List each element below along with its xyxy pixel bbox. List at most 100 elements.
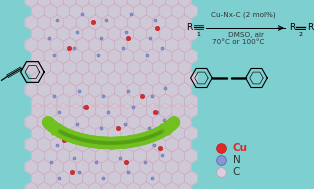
Text: N: N [233, 155, 241, 165]
Polygon shape [127, 160, 140, 174]
Polygon shape [134, 126, 146, 141]
Polygon shape [115, 60, 127, 75]
Text: DMSO, air: DMSO, air [228, 32, 264, 38]
Polygon shape [51, 137, 63, 152]
Polygon shape [146, 94, 159, 109]
Polygon shape [165, 60, 178, 75]
Polygon shape [38, 137, 51, 152]
Polygon shape [127, 60, 140, 75]
Polygon shape [127, 115, 140, 129]
Polygon shape [134, 4, 146, 19]
Polygon shape [185, 103, 197, 118]
Polygon shape [83, 71, 95, 86]
Polygon shape [178, 15, 191, 30]
Polygon shape [127, 83, 140, 97]
Polygon shape [165, 15, 178, 30]
Polygon shape [165, 160, 178, 174]
Polygon shape [76, 182, 89, 189]
Polygon shape [102, 15, 114, 30]
Polygon shape [44, 4, 57, 19]
Polygon shape [38, 60, 51, 75]
Polygon shape [185, 49, 197, 64]
Polygon shape [127, 182, 140, 189]
Polygon shape [165, 83, 178, 97]
Polygon shape [153, 137, 165, 152]
Polygon shape [127, 15, 140, 30]
Polygon shape [134, 71, 146, 86]
Polygon shape [76, 115, 89, 129]
Polygon shape [89, 115, 101, 129]
Polygon shape [172, 4, 185, 19]
Polygon shape [89, 137, 101, 152]
Polygon shape [140, 0, 153, 7]
Polygon shape [51, 38, 63, 52]
Polygon shape [63, 115, 76, 129]
Polygon shape [38, 182, 51, 189]
Polygon shape [140, 160, 153, 174]
Polygon shape [159, 4, 172, 19]
Polygon shape [70, 4, 82, 19]
Polygon shape [153, 160, 165, 174]
Polygon shape [172, 26, 185, 41]
Polygon shape [83, 26, 95, 41]
Polygon shape [44, 171, 57, 186]
Polygon shape [89, 182, 101, 189]
Polygon shape [51, 15, 63, 30]
Polygon shape [70, 171, 82, 186]
Polygon shape [38, 83, 51, 97]
Text: R: R [289, 23, 295, 33]
Polygon shape [76, 83, 89, 97]
Polygon shape [38, 15, 51, 30]
Polygon shape [121, 71, 133, 86]
Polygon shape [153, 83, 165, 97]
Polygon shape [108, 171, 121, 186]
Polygon shape [95, 126, 108, 141]
Polygon shape [121, 4, 133, 19]
Polygon shape [172, 71, 185, 86]
Polygon shape [51, 115, 63, 129]
Polygon shape [102, 38, 114, 52]
Polygon shape [32, 171, 44, 186]
Polygon shape [115, 160, 127, 174]
Polygon shape [185, 148, 197, 163]
Polygon shape [140, 182, 153, 189]
Polygon shape [153, 115, 165, 129]
Polygon shape [32, 71, 44, 86]
Polygon shape [44, 148, 57, 163]
Polygon shape [115, 0, 127, 7]
Polygon shape [140, 38, 153, 52]
Polygon shape [51, 0, 63, 7]
Polygon shape [140, 115, 153, 129]
Polygon shape [108, 71, 121, 86]
Polygon shape [63, 0, 76, 7]
Polygon shape [63, 160, 76, 174]
Polygon shape [76, 137, 89, 152]
Polygon shape [115, 137, 127, 152]
Polygon shape [83, 171, 95, 186]
Polygon shape [159, 49, 172, 64]
Polygon shape [76, 160, 89, 174]
Text: 70°C or 100°C: 70°C or 100°C [212, 39, 264, 45]
Polygon shape [63, 83, 76, 97]
Polygon shape [185, 26, 197, 41]
Polygon shape [25, 160, 38, 174]
Polygon shape [70, 49, 82, 64]
Polygon shape [83, 103, 95, 118]
Polygon shape [48, 122, 62, 135]
Polygon shape [38, 160, 51, 174]
Polygon shape [121, 148, 133, 163]
Polygon shape [172, 94, 185, 109]
Polygon shape [83, 94, 95, 109]
Polygon shape [32, 26, 44, 41]
Polygon shape [32, 94, 44, 109]
Polygon shape [178, 83, 191, 97]
Polygon shape [115, 115, 127, 129]
Polygon shape [32, 126, 44, 141]
Polygon shape [172, 126, 185, 141]
Polygon shape [25, 38, 38, 52]
Polygon shape [44, 126, 57, 141]
Polygon shape [44, 94, 57, 109]
Polygon shape [153, 0, 165, 7]
Polygon shape [159, 126, 172, 141]
Polygon shape [134, 103, 146, 118]
